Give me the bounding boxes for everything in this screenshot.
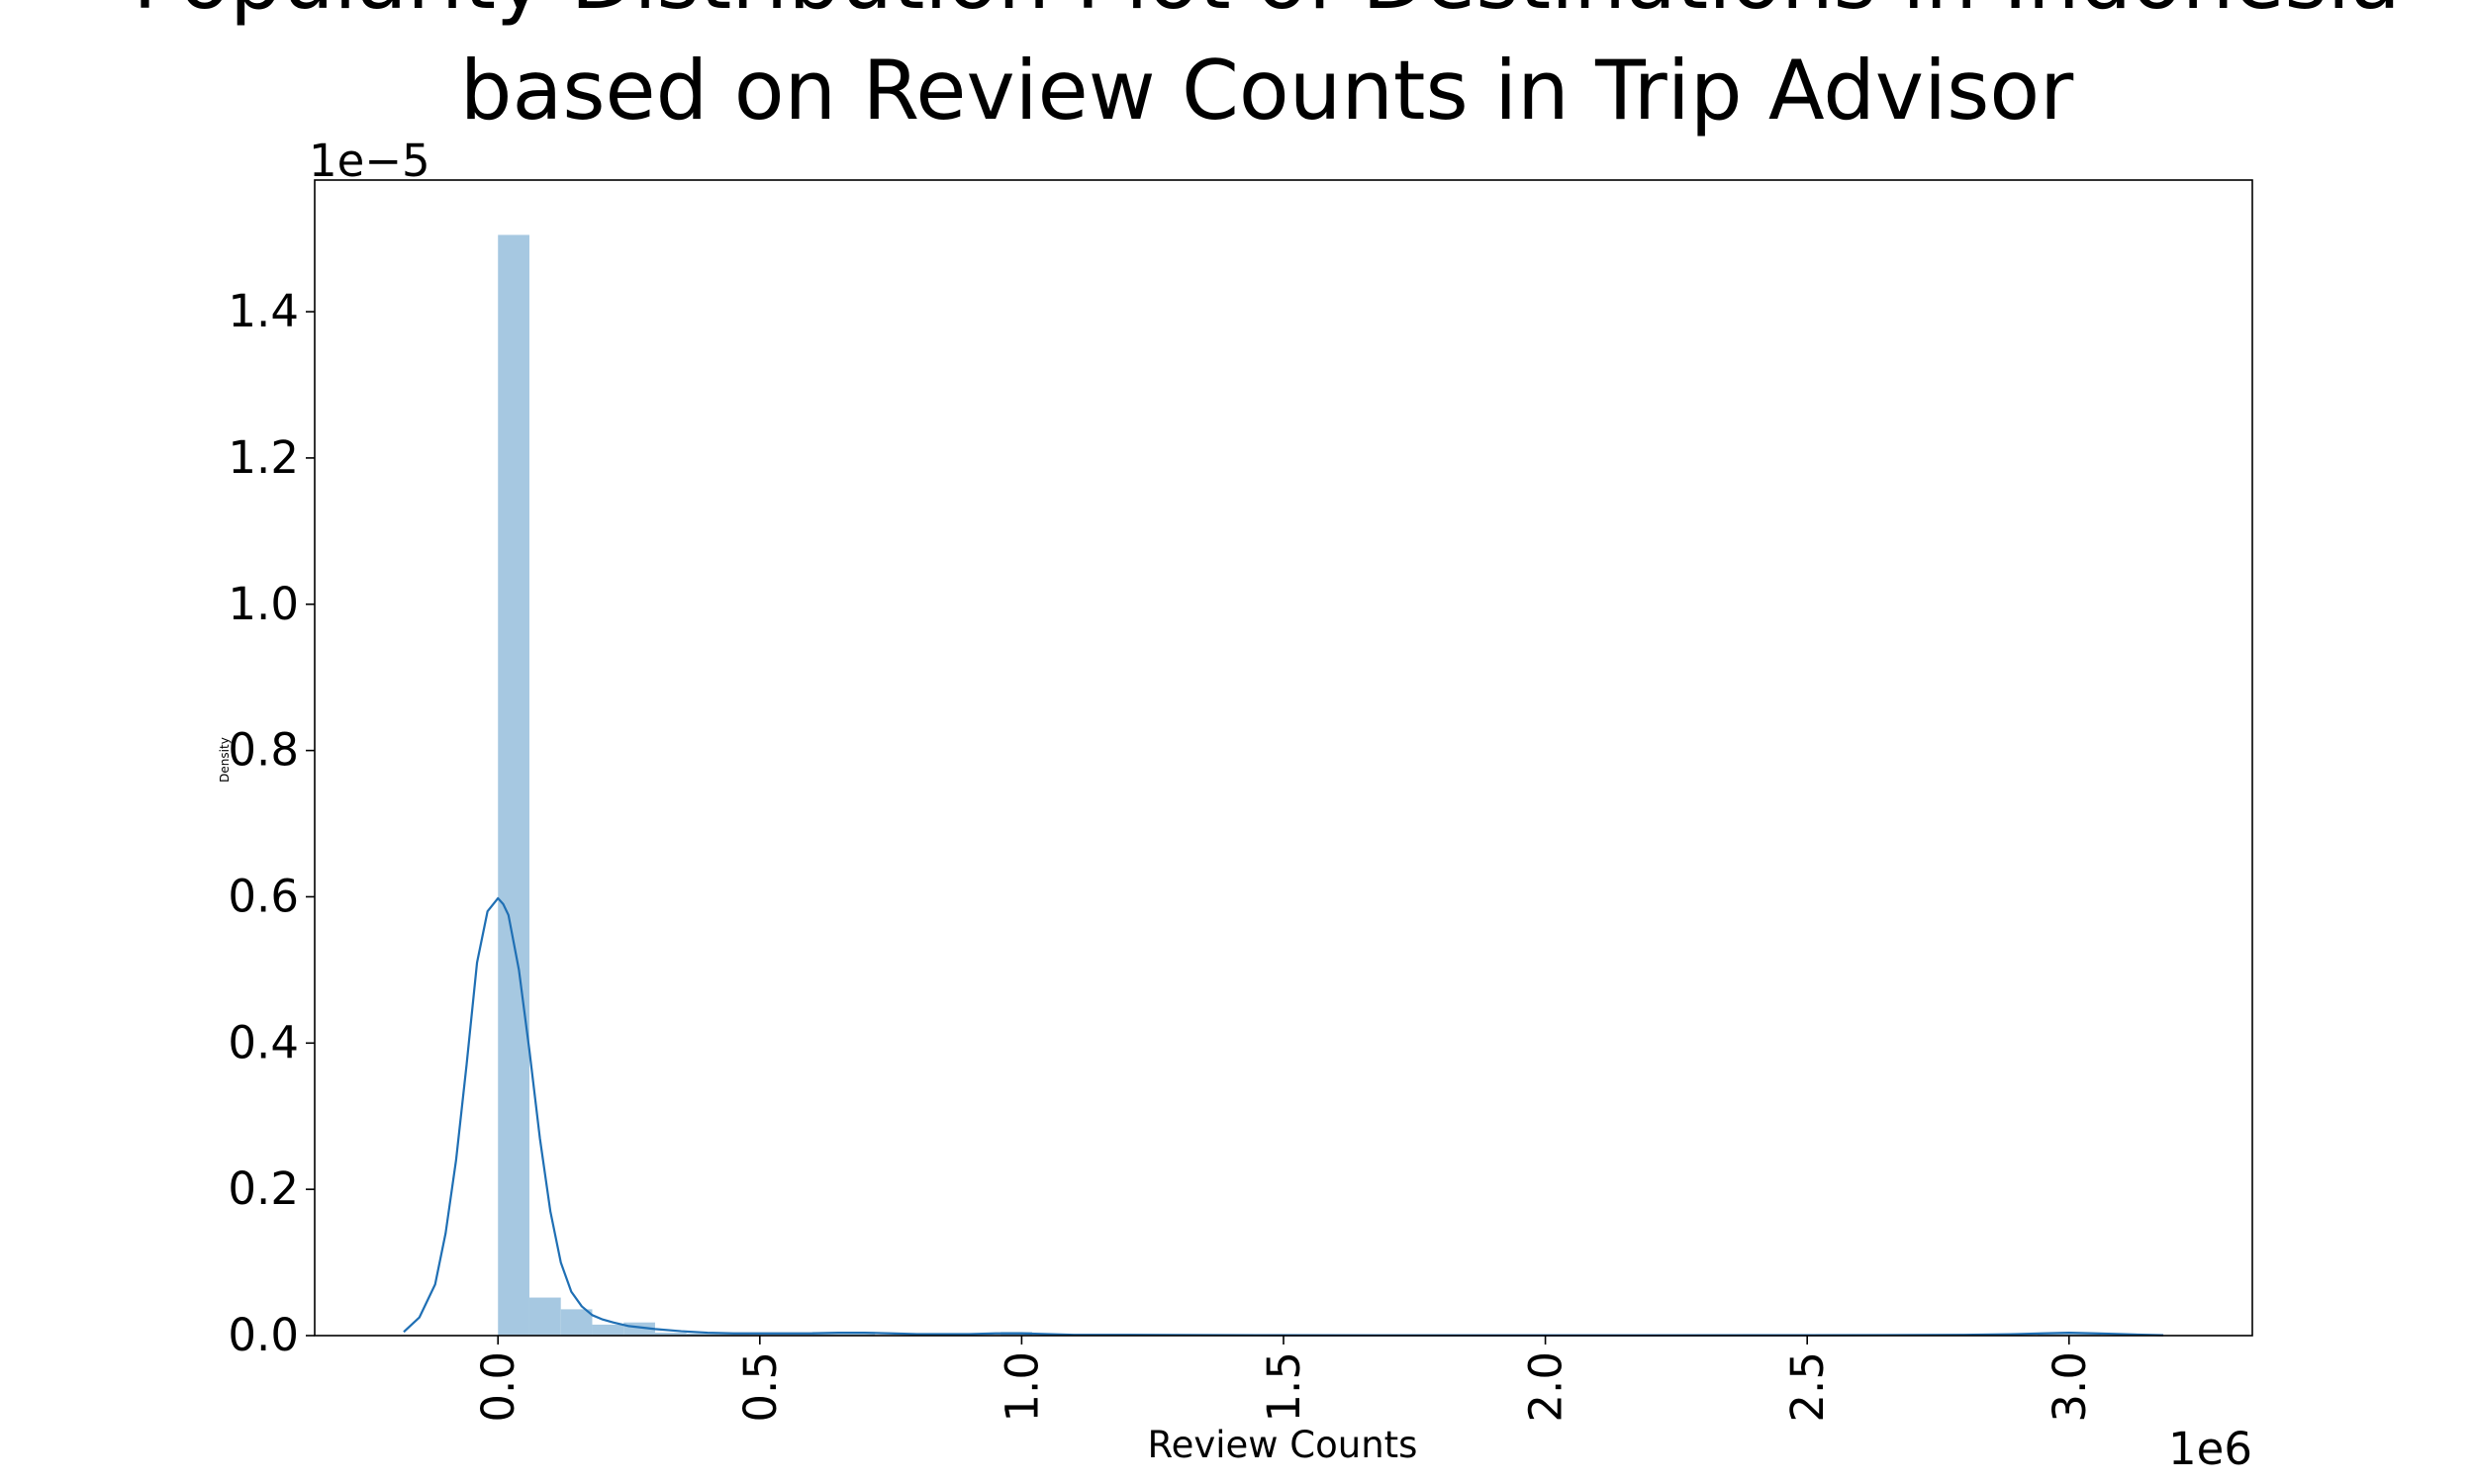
y-tick-label: 0.0 bbox=[228, 1309, 299, 1361]
histogram-bar bbox=[498, 234, 529, 1337]
x-axis-label: Review Counts bbox=[1148, 1424, 1418, 1466]
y-tick-label: 0.8 bbox=[228, 724, 299, 777]
y-tick-label: 0.4 bbox=[228, 1016, 299, 1068]
x-tick-label: 1.0 bbox=[996, 1351, 1048, 1423]
x-tick-label: 2.5 bbox=[1781, 1351, 1834, 1423]
x-tick-label: 2.0 bbox=[1520, 1351, 1572, 1423]
histogram-bar bbox=[2068, 1333, 2101, 1336]
plot-frame bbox=[314, 179, 2253, 1337]
kde-density-line bbox=[403, 896, 2164, 1337]
y-tick-label: 1.2 bbox=[228, 431, 299, 484]
histogram-bars bbox=[498, 234, 2101, 1337]
histogram-bar bbox=[528, 1297, 561, 1336]
y-tick-label: 1.0 bbox=[228, 578, 299, 630]
x-tick-label: 1.5 bbox=[1258, 1351, 1310, 1423]
y-tick-label: 0.6 bbox=[228, 870, 299, 922]
histogram-bar bbox=[592, 1324, 624, 1336]
histogram-bar bbox=[843, 1332, 876, 1336]
x-tick-label: 3.0 bbox=[2044, 1351, 2096, 1423]
y-offset-label: 1e−5 bbox=[309, 135, 430, 187]
y-tick-label: 1.4 bbox=[228, 285, 299, 337]
histogram-bar bbox=[560, 1309, 593, 1336]
kde-curve-layer bbox=[403, 896, 2164, 1337]
y-axis-label: Density bbox=[218, 737, 232, 783]
histogram-bar bbox=[654, 1333, 687, 1336]
y-tick-label: 0.2 bbox=[228, 1162, 299, 1215]
histogram-bar bbox=[686, 1333, 718, 1336]
x-axis-ticks: 0.0 0.5 1.0 1.5 2.0 2.5 3.0 bbox=[472, 1336, 2096, 1423]
chart-title-line-1: Popularity Distribution Plot of Destinat… bbox=[133, 0, 2400, 28]
y-axis-ticks: 0.0 0.2 0.4 0.6 0.8 1.0 1.2 1.4 bbox=[228, 285, 315, 1361]
x-offset-label: 1e6 bbox=[2168, 1423, 2252, 1475]
chart-title-line-2: based on Review Counts in Trip Advisor bbox=[460, 43, 2074, 139]
x-tick-label: 0.5 bbox=[734, 1351, 787, 1423]
x-tick-label: 0.0 bbox=[472, 1351, 524, 1423]
